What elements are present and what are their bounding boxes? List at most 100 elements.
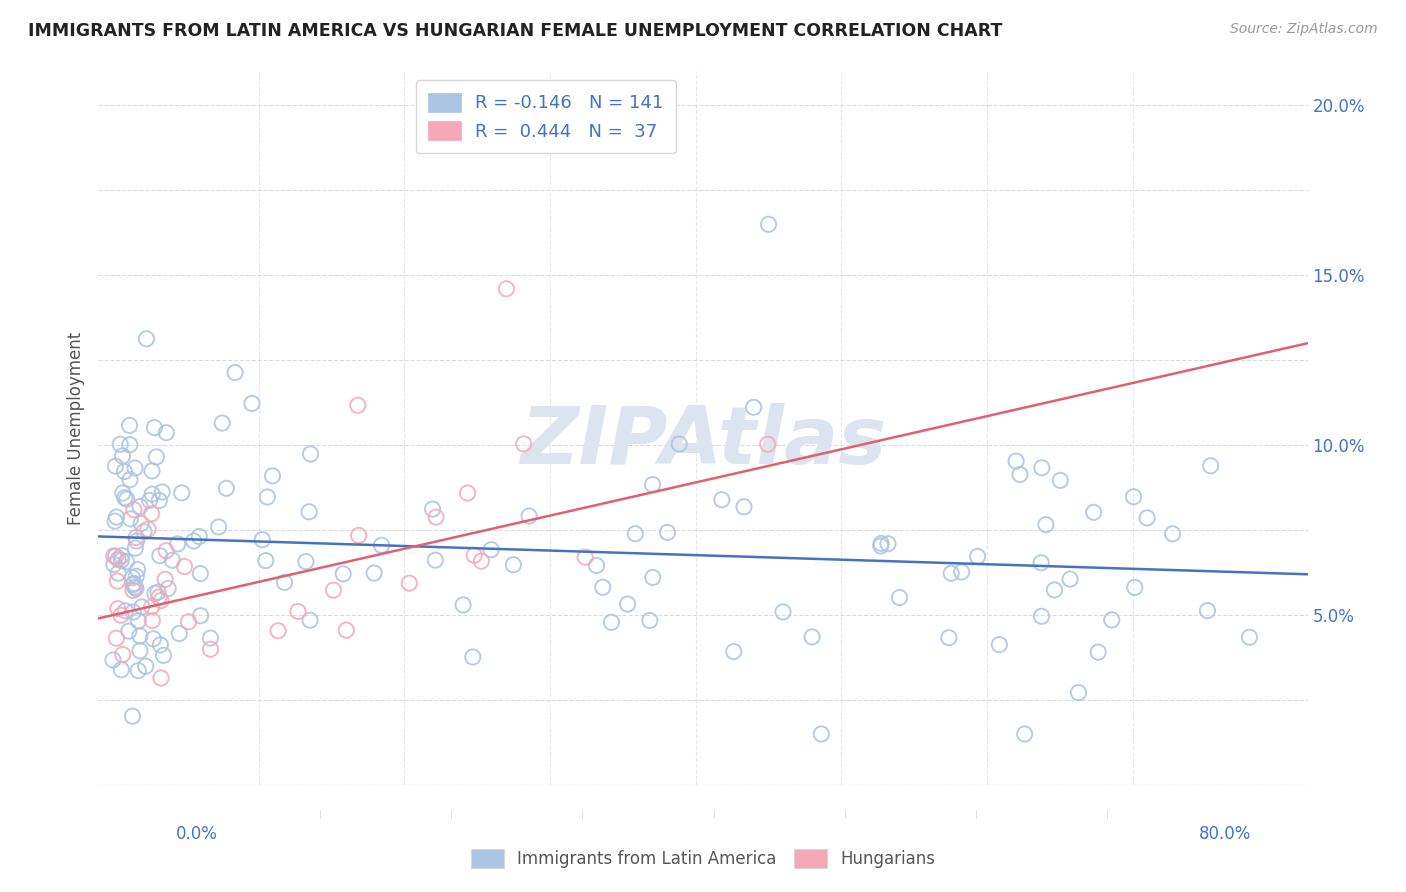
Point bbox=[1101, 613, 1123, 627]
Text: Source: ZipAtlas.com: Source: ZipAtlas.com bbox=[1230, 22, 1378, 37]
Point bbox=[1035, 517, 1057, 532]
Point bbox=[148, 493, 170, 508]
Point bbox=[869, 539, 891, 553]
Point bbox=[463, 549, 485, 563]
Point bbox=[657, 525, 679, 540]
Point bbox=[110, 663, 132, 677]
Point bbox=[120, 512, 142, 526]
Y-axis label: Female Unemployment: Female Unemployment bbox=[66, 332, 84, 524]
Point bbox=[104, 514, 127, 528]
Point bbox=[131, 599, 153, 614]
Point bbox=[1122, 490, 1144, 504]
Point bbox=[208, 520, 231, 534]
Point bbox=[188, 566, 211, 581]
Point bbox=[149, 638, 172, 652]
Point bbox=[143, 586, 166, 600]
Point bbox=[624, 526, 647, 541]
Point bbox=[422, 502, 444, 516]
Point bbox=[125, 582, 148, 596]
Text: |: | bbox=[1107, 810, 1109, 819]
Point bbox=[758, 217, 780, 231]
Point bbox=[1031, 460, 1053, 475]
Legend: R = -0.146   N = 141, R =  0.444   N =  37: R = -0.146 N = 141, R = 0.444 N = 37 bbox=[416, 80, 676, 153]
Point bbox=[322, 583, 344, 598]
Point bbox=[190, 608, 212, 623]
Point bbox=[254, 553, 277, 567]
Point bbox=[138, 493, 160, 508]
Point bbox=[141, 507, 163, 521]
Point bbox=[121, 571, 143, 585]
Point bbox=[592, 580, 614, 594]
Point bbox=[240, 396, 263, 410]
Point bbox=[950, 565, 973, 579]
Point bbox=[772, 605, 794, 619]
Point bbox=[710, 492, 733, 507]
Point bbox=[638, 614, 661, 628]
Point bbox=[149, 549, 172, 563]
Point bbox=[141, 464, 163, 478]
Point bbox=[136, 522, 159, 536]
Point bbox=[111, 549, 134, 563]
Point bbox=[425, 553, 447, 567]
Point bbox=[641, 570, 664, 584]
Point bbox=[152, 648, 174, 663]
Point bbox=[512, 437, 534, 451]
Point bbox=[150, 485, 173, 500]
Text: 80.0%: 80.0% bbox=[1199, 825, 1251, 843]
Point bbox=[287, 604, 309, 618]
Point bbox=[723, 644, 745, 658]
Point bbox=[585, 558, 607, 573]
Point bbox=[1136, 511, 1159, 525]
Point bbox=[1005, 454, 1028, 468]
Point bbox=[1161, 526, 1184, 541]
Point bbox=[112, 465, 135, 479]
Point bbox=[103, 549, 125, 563]
Point bbox=[224, 366, 246, 380]
Point bbox=[132, 524, 155, 539]
Point bbox=[114, 604, 136, 618]
Point bbox=[162, 553, 184, 567]
Text: |: | bbox=[450, 810, 453, 819]
Point bbox=[110, 553, 132, 567]
Point bbox=[124, 580, 146, 594]
Point bbox=[129, 500, 152, 514]
Point bbox=[101, 653, 124, 667]
Point bbox=[370, 538, 392, 552]
Point bbox=[114, 491, 136, 505]
Point bbox=[155, 425, 177, 440]
Point bbox=[146, 585, 169, 599]
Point bbox=[1199, 458, 1222, 473]
Point bbox=[127, 614, 149, 628]
Point bbox=[122, 605, 145, 619]
Point bbox=[1031, 556, 1053, 570]
Point bbox=[398, 576, 420, 591]
Point bbox=[118, 473, 141, 487]
Point bbox=[125, 534, 148, 549]
Point bbox=[155, 543, 177, 558]
Point bbox=[125, 531, 148, 545]
Point bbox=[1197, 604, 1219, 618]
Point bbox=[1043, 582, 1066, 597]
Point bbox=[177, 615, 200, 629]
Point bbox=[495, 282, 517, 296]
Text: |: | bbox=[713, 810, 716, 819]
Point bbox=[105, 574, 128, 588]
Text: IMMIGRANTS FROM LATIN AMERICA VS HUNGARIAN FEMALE UNEMPLOYMENT CORRELATION CHART: IMMIGRANTS FROM LATIN AMERICA VS HUNGARI… bbox=[28, 22, 1002, 40]
Point bbox=[941, 566, 963, 581]
Point bbox=[110, 608, 132, 623]
Point bbox=[124, 541, 146, 556]
Point bbox=[461, 650, 484, 665]
Point bbox=[127, 664, 149, 678]
Point bbox=[103, 558, 125, 572]
Point bbox=[107, 566, 129, 581]
Point bbox=[966, 549, 988, 564]
Point bbox=[104, 459, 127, 474]
Point bbox=[141, 487, 163, 501]
Point bbox=[173, 559, 195, 574]
Point bbox=[215, 481, 238, 495]
Point bbox=[742, 401, 765, 415]
Point bbox=[1067, 685, 1090, 699]
Point bbox=[641, 477, 664, 491]
Point bbox=[1083, 505, 1105, 519]
Point bbox=[299, 447, 322, 461]
